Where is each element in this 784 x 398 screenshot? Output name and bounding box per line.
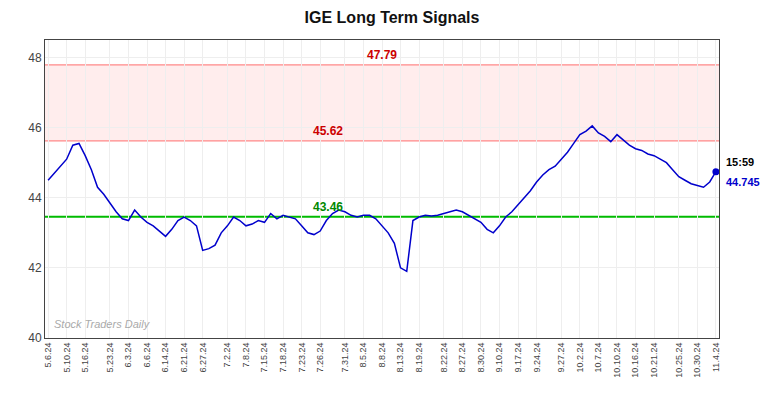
svg-text:42: 42 (28, 261, 42, 275)
svg-text:Stock Traders Daily: Stock Traders Daily (54, 318, 151, 330)
svg-text:15:59: 15:59 (726, 156, 754, 168)
svg-text:44.745: 44.745 (726, 176, 760, 188)
svg-text:10.16.24: 10.16.24 (630, 343, 640, 378)
svg-text:11.4.24: 11.4.24 (711, 343, 721, 372)
svg-text:44: 44 (28, 191, 42, 205)
svg-text:7.15.24: 7.15.24 (259, 343, 269, 373)
svg-text:10.10.24: 10.10.24 (612, 343, 622, 378)
svg-text:9.17.24: 9.17.24 (513, 343, 523, 373)
svg-text:8.22.24: 8.22.24 (439, 343, 449, 373)
svg-text:10.30.24: 10.30.24 (692, 343, 702, 378)
svg-text:8.8.24: 8.8.24 (377, 343, 387, 368)
svg-text:7.31.24: 7.31.24 (340, 343, 350, 373)
svg-text:9.24.24: 9.24.24 (532, 343, 542, 373)
svg-text:6.3.24: 6.3.24 (123, 343, 133, 368)
svg-text:7.23.24: 7.23.24 (297, 343, 307, 373)
svg-text:10.21.24: 10.21.24 (649, 343, 659, 378)
svg-text:IGE Long Term Signals: IGE Long Term Signals (305, 9, 480, 26)
svg-text:8.30.24: 8.30.24 (476, 343, 486, 373)
svg-text:9.27.24: 9.27.24 (556, 343, 566, 373)
svg-text:6.14.24: 6.14.24 (161, 343, 171, 373)
svg-text:43.46: 43.46 (313, 200, 343, 214)
svg-text:9.10.24: 9.10.24 (494, 343, 504, 373)
svg-text:6.27.24: 6.27.24 (198, 343, 208, 373)
svg-text:8.19.24: 8.19.24 (414, 343, 424, 373)
svg-text:5.10.24: 5.10.24 (62, 343, 72, 373)
svg-text:8.13.24: 8.13.24 (395, 343, 405, 373)
svg-text:5.16.24: 5.16.24 (80, 343, 90, 373)
svg-text:7.18.24: 7.18.24 (278, 343, 288, 373)
svg-text:7.2.24: 7.2.24 (222, 343, 232, 368)
svg-text:6.6.24: 6.6.24 (142, 343, 152, 368)
svg-text:47.79: 47.79 (367, 48, 397, 62)
svg-text:5.6.24: 5.6.24 (43, 343, 53, 368)
svg-text:7.26.24: 7.26.24 (315, 343, 325, 373)
svg-text:10.2.24: 10.2.24 (575, 343, 585, 373)
svg-text:7.8.24: 7.8.24 (241, 343, 251, 368)
svg-text:45.62: 45.62 (313, 124, 343, 138)
svg-text:6.21.24: 6.21.24 (179, 343, 189, 373)
svg-text:10.7.24: 10.7.24 (593, 343, 603, 373)
svg-text:46: 46 (28, 121, 42, 135)
svg-text:5.23.24: 5.23.24 (105, 343, 115, 373)
svg-text:10.25.24: 10.25.24 (674, 343, 684, 378)
svg-text:48: 48 (28, 51, 42, 65)
svg-text:8.5.24: 8.5.24 (358, 343, 368, 368)
svg-text:40: 40 (28, 331, 42, 345)
svg-text:8.27.24: 8.27.24 (457, 343, 467, 373)
